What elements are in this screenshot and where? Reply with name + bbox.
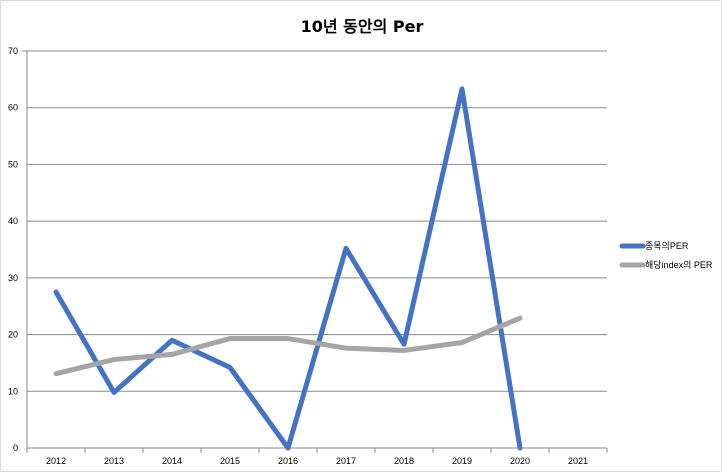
series-line-2 bbox=[53, 315, 523, 377]
axes: 0 10 20 30 40 50 60 70 2012 2013 2014 2015 2016 2017 2… bbox=[8, 46, 608, 466]
x-tick-label: 2012 bbox=[46, 456, 66, 466]
legend-label-1: 종목의PER bbox=[645, 241, 689, 251]
series-lines bbox=[53, 86, 523, 451]
x-tick-label: 2020 bbox=[510, 456, 530, 466]
legend: 종목의PER 해당index의 PER bbox=[619, 241, 713, 270]
y-tick-label: 40 bbox=[8, 216, 18, 226]
x-tick-label: 2015 bbox=[220, 456, 240, 466]
y-tick-label: 70 bbox=[8, 46, 18, 56]
y-tick-label: 10 bbox=[8, 386, 18, 396]
x-tick-label: 2016 bbox=[278, 456, 298, 466]
x-tick-label: 2019 bbox=[452, 456, 472, 466]
y-tick-label: 50 bbox=[8, 159, 18, 169]
x-tick-label: 2017 bbox=[336, 456, 356, 466]
legend-label-2: 해당index의 PER bbox=[645, 260, 713, 270]
y-tick-label: 20 bbox=[8, 330, 18, 340]
y-tick-label: 60 bbox=[8, 103, 18, 113]
x-tick-label: 2013 bbox=[104, 456, 124, 466]
x-tick-label: 2018 bbox=[394, 456, 414, 466]
gridlines bbox=[27, 50, 607, 392]
y-tick-label: 30 bbox=[8, 273, 18, 283]
x-tick-label: 2021 bbox=[568, 456, 588, 466]
chart-title: 10년 동안의 Per bbox=[301, 17, 424, 36]
y-tick-label: 0 bbox=[13, 443, 18, 453]
series-line-1 bbox=[53, 86, 523, 451]
x-tick-label: 2014 bbox=[162, 456, 182, 466]
